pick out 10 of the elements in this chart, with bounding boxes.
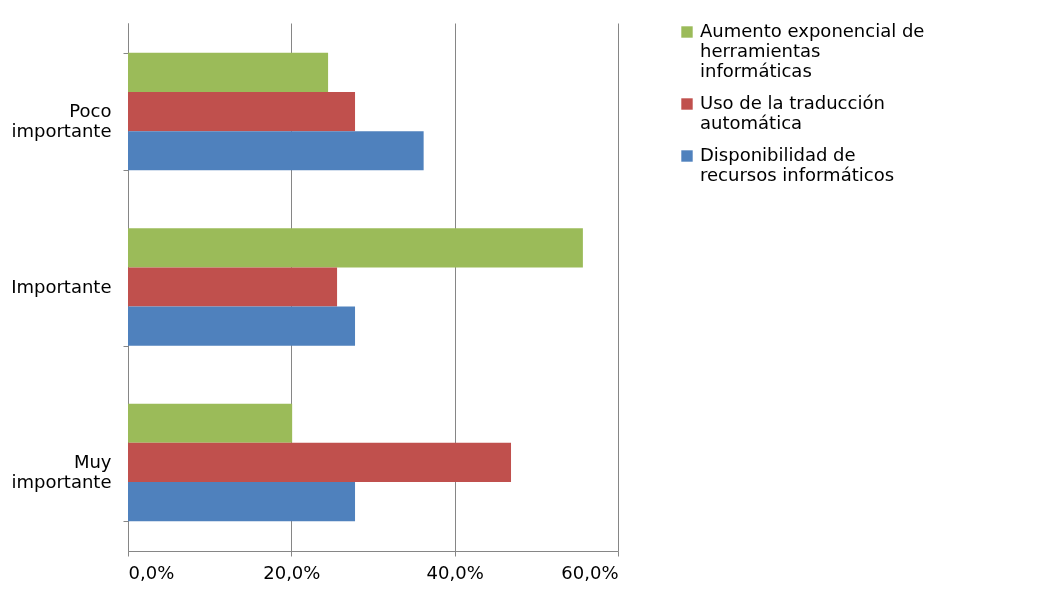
x-tick-label: 60,0% bbox=[561, 561, 619, 583]
legend-label: Disponibilidad de recursos informáticos bbox=[700, 144, 895, 185]
legend-label: Aumento exponencial de herramientas informáticas bbox=[700, 20, 925, 81]
legend-label: Uso de la traducción automática bbox=[700, 92, 885, 133]
y-tick-label: Poco importante bbox=[11, 100, 112, 142]
x-tick-label: 0,0% bbox=[128, 561, 175, 583]
x-tick-label: 40,0% bbox=[426, 561, 484, 583]
y-tick-label: Muy importante bbox=[11, 450, 112, 492]
y-tick-label: Importante bbox=[11, 275, 112, 297]
x-tick-label: 20,0% bbox=[263, 561, 321, 583]
